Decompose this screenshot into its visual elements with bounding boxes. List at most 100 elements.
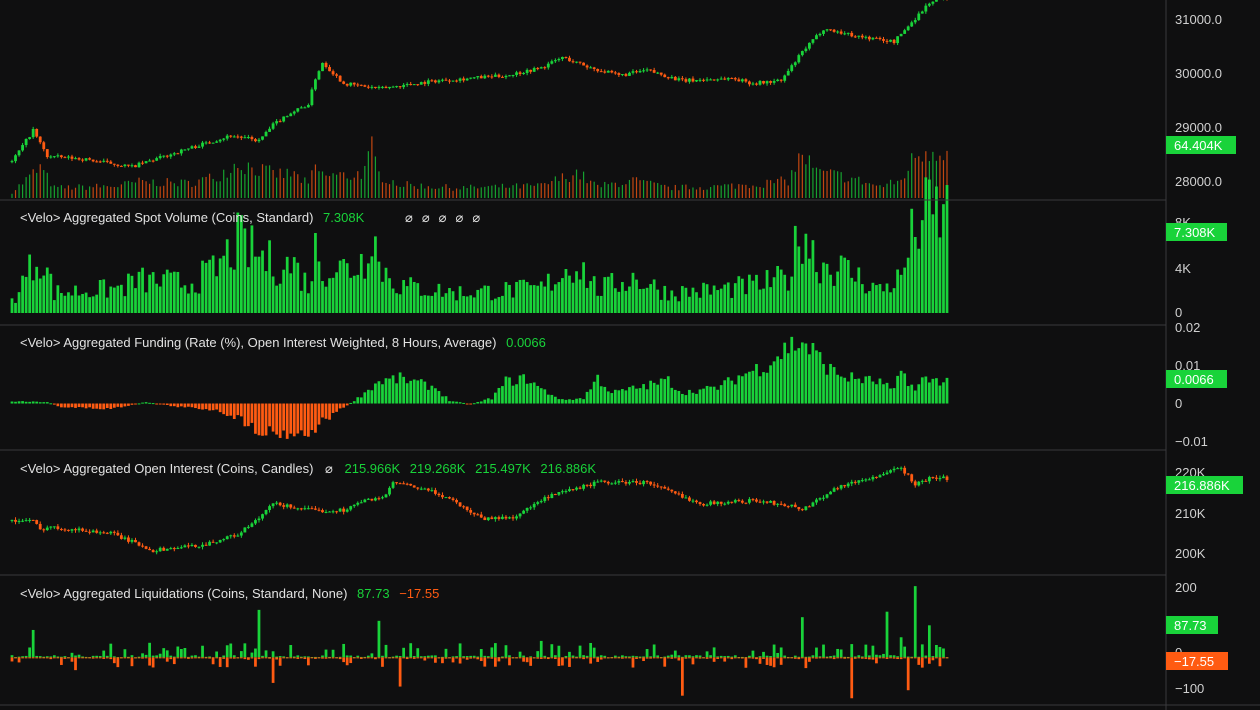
liquidation-long-bar [31, 629, 35, 658]
liquidation-short-bar [684, 657, 688, 659]
oi-candle [913, 481, 917, 486]
oi-candle [815, 499, 818, 503]
liquidations-pane[interactable] [10, 586, 949, 699]
spot-volume-bar [592, 276, 596, 313]
oi-candle [381, 497, 384, 499]
price-candle [529, 69, 533, 72]
oi-candle [864, 479, 868, 481]
spot-volume-pane[interactable] [10, 177, 949, 313]
liquidation-short-bar [652, 657, 656, 659]
funding-pane[interactable] [10, 336, 949, 439]
price-volume-bar [537, 183, 539, 198]
funding-bar [691, 392, 695, 404]
liquidation-long-bar [321, 655, 324, 658]
oi-candle [208, 541, 211, 546]
spot-volume-bar [105, 297, 109, 313]
price-candle [539, 67, 543, 69]
liquidation-short-bar [825, 657, 829, 659]
funding-bar [317, 403, 321, 425]
liquidation-short-bar [815, 657, 818, 659]
liquidation-long-bar [331, 649, 335, 658]
oi-candle [437, 493, 441, 496]
oi-candle [271, 503, 275, 507]
funding-bar [532, 382, 536, 404]
spot-volume-bar [945, 185, 949, 313]
oi-candle [275, 502, 279, 504]
spot-volume-bar [578, 279, 582, 313]
spot-volume-bar [448, 288, 451, 313]
liquidation-long-bar [409, 643, 413, 658]
oi-candle [628, 481, 631, 484]
liquidation-short-bar [261, 657, 264, 659]
price-volume-bar [124, 181, 126, 198]
oi-candle [91, 530, 95, 533]
liquidation-short-bar [808, 657, 811, 662]
price-candle [758, 80, 762, 85]
price-candle [165, 155, 169, 157]
liq-negative-badge: −17.55 [1166, 652, 1228, 670]
price-candle [229, 135, 233, 137]
spot-volume-bar [508, 284, 511, 313]
open-interest-pane[interactable] [10, 465, 949, 555]
price-candle [589, 67, 593, 69]
price-candle [899, 33, 903, 37]
price-volume-bar [914, 157, 916, 198]
liquidation-short-bar [617, 657, 621, 659]
liquidation-long-bar [282, 656, 286, 658]
price-candle [924, 5, 928, 12]
oi-candle [416, 487, 420, 489]
oi-candle [712, 501, 716, 505]
price-pane[interactable] [10, 0, 949, 198]
funding-bar [621, 389, 624, 404]
price-candle [613, 72, 617, 74]
price-volume-bar [265, 165, 267, 198]
price-volume-bar [39, 164, 41, 198]
price-candle [116, 164, 120, 166]
funding-bar [942, 382, 945, 404]
oi-candle [158, 547, 162, 552]
spot-volume-bar [924, 177, 928, 313]
liquidation-long-bar [162, 648, 166, 658]
price-volume-bar [847, 181, 849, 198]
liquidation-long-bar [666, 655, 670, 658]
price-candle [691, 78, 695, 82]
liquidation-short-bar [723, 657, 727, 662]
funding-bar [899, 370, 903, 404]
liquidation-short-bar [786, 657, 790, 659]
price-volume-bar [886, 183, 888, 198]
price-volume-bar [96, 183, 98, 198]
spot-volume-bar [437, 283, 441, 313]
price-volume-bar [935, 160, 938, 198]
funding-bar [613, 389, 617, 404]
liquidation-short-bar [532, 657, 536, 659]
spot-volume-bar [95, 294, 99, 313]
spot-volume-bar [751, 280, 755, 313]
liquidation-long-bar [924, 655, 928, 658]
oi-candle [709, 501, 713, 505]
spot-volume-bar [370, 256, 374, 313]
spot-volume-bar [257, 256, 261, 313]
liquidation-short-bar [906, 657, 910, 691]
price-volume-bar [92, 187, 94, 198]
liquidation-long-bar [575, 656, 578, 658]
liquidation-short-bar [426, 657, 430, 659]
price-candle [875, 37, 878, 39]
spot-volume-bar [391, 288, 395, 313]
svg-text:−17.55: −17.55 [1174, 654, 1214, 669]
liquidation-long-bar [811, 655, 815, 658]
price-volume-bar [653, 182, 655, 198]
price-candle [740, 79, 744, 82]
spot-volume-bar [645, 287, 649, 313]
oi-candle [610, 483, 614, 485]
liquidation-long-bar [695, 655, 698, 658]
spot-volume-bar [17, 292, 21, 313]
oi-candle [67, 529, 70, 531]
oi-candle [299, 508, 303, 510]
spot-volume-bar [910, 208, 914, 313]
funding-bar [395, 383, 398, 404]
spot-volume-bar [254, 256, 257, 313]
price-candle [28, 137, 32, 139]
liquidation-short-bar [264, 657, 268, 659]
price-candle [264, 131, 268, 137]
